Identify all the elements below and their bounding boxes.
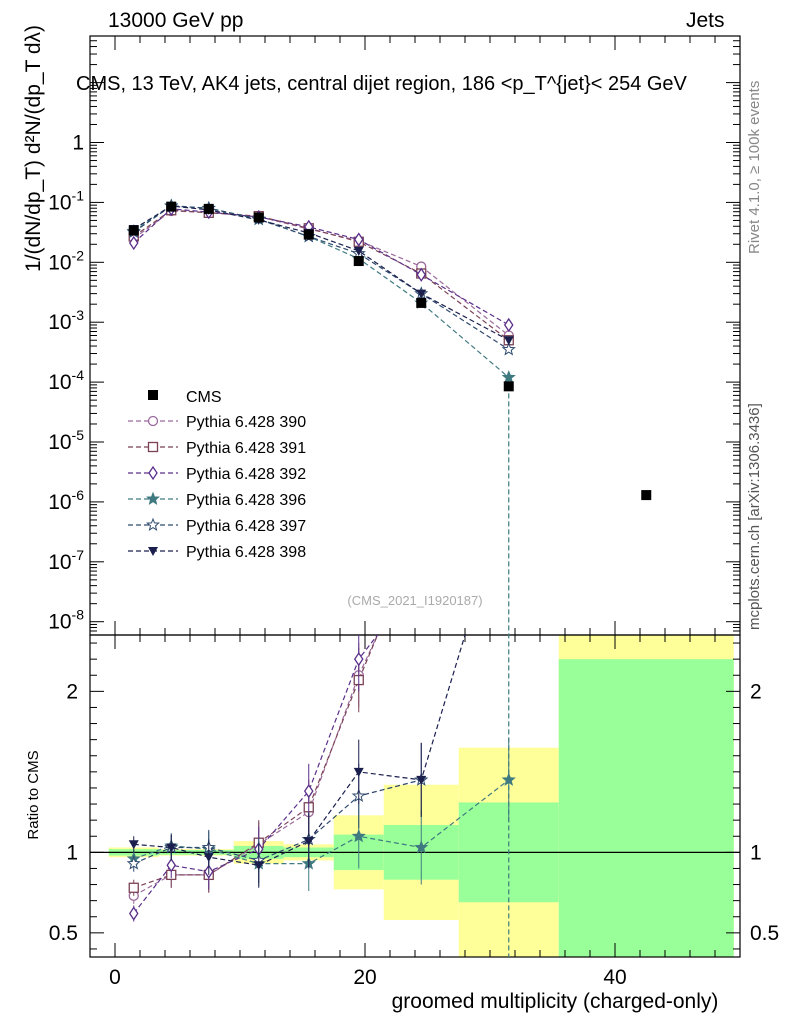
legend-marker bbox=[148, 465, 158, 481]
series-line bbox=[133, 209, 510, 341]
x-tick-label: 0 bbox=[109, 966, 121, 989]
ratio-marker bbox=[203, 853, 214, 863]
series-390 bbox=[128, 205, 514, 341]
cms-data-point bbox=[128, 225, 139, 236]
ratio-marker bbox=[501, 772, 516, 786]
legend-label: Pythia 6.428 396 bbox=[186, 492, 306, 509]
series-397 bbox=[126, 198, 516, 356]
ratio-marker bbox=[128, 840, 139, 850]
legend bbox=[128, 390, 178, 556]
plot-title: CMS, 13 TeV, AK4 jets, central dijet reg… bbox=[76, 73, 688, 95]
main-y-tick-label: 10-8 bbox=[48, 607, 84, 634]
series-marker bbox=[416, 289, 427, 299]
legend-marker bbox=[147, 441, 159, 453]
series-392 bbox=[128, 201, 514, 333]
ratio-y-tick-label-right: 0.5 bbox=[750, 922, 779, 945]
ratio-y-tick-label-right: 2 bbox=[750, 680, 762, 703]
legend-label: Pythia 6.428 398 bbox=[186, 544, 306, 561]
series-cms-data bbox=[128, 201, 652, 501]
main-y-tick-label: 10-7 bbox=[48, 547, 84, 574]
ratio-series-line bbox=[133, 635, 466, 866]
x-axis-label: groomed multiplicity (charged-only) bbox=[392, 990, 719, 1013]
ratio-marker bbox=[166, 858, 177, 873]
header-energy: 13000 GeV pp bbox=[108, 9, 244, 32]
series-marker bbox=[503, 336, 514, 346]
series-marker bbox=[128, 235, 139, 251]
main-y-tick-label: 10-2 bbox=[48, 247, 84, 274]
series-marker bbox=[416, 267, 427, 282]
series-398 bbox=[128, 202, 514, 346]
x-tick-label: 40 bbox=[603, 966, 626, 989]
ratio-y-tick-label-right: 1 bbox=[750, 841, 762, 864]
legend-marker bbox=[146, 517, 160, 532]
ratio-marker bbox=[416, 775, 427, 785]
legend-label: Pythia 6.428 392 bbox=[186, 466, 306, 483]
ratio-marker bbox=[128, 882, 139, 893]
series-396 bbox=[126, 198, 516, 384]
ratio-y-axis-label: Ratio to CMS bbox=[25, 750, 42, 839]
main-y-tick-label: 10-4 bbox=[48, 367, 84, 394]
legend-label: Pythia 6.428 391 bbox=[186, 440, 306, 457]
cms-data-point bbox=[353, 256, 364, 267]
x-tick-label: 20 bbox=[353, 966, 376, 989]
ratio-marker bbox=[253, 861, 264, 871]
legend-marker bbox=[147, 415, 159, 427]
ratio-y-ticks bbox=[90, 642, 740, 950]
cms-data-point bbox=[303, 229, 314, 240]
ratio-y-tick-label: 1 bbox=[66, 841, 78, 864]
ratio-marker bbox=[166, 843, 177, 853]
series-marker bbox=[501, 342, 516, 356]
x-ticks bbox=[114, 36, 716, 957]
ratio-marker bbox=[126, 856, 141, 870]
series-marker bbox=[353, 246, 364, 256]
main-y-ticks bbox=[90, 35, 740, 636]
ratio-marker bbox=[353, 767, 364, 777]
cms-data-point bbox=[416, 297, 427, 308]
analysis-watermark: (CMS_2021_I1920187) bbox=[347, 593, 482, 608]
cms-data-point bbox=[641, 490, 652, 501]
ratio-marker bbox=[351, 828, 366, 843]
main-y-tick-label: 10-5 bbox=[48, 427, 84, 454]
main-y-tick-label: 1 bbox=[72, 132, 84, 155]
main-y-tick-label: 10-6 bbox=[48, 487, 84, 514]
series-line bbox=[133, 205, 510, 341]
cms-data-point bbox=[203, 203, 214, 214]
ratio-marker bbox=[128, 906, 139, 921]
legend-label: Pythia 6.428 397 bbox=[186, 518, 306, 535]
series-line bbox=[133, 208, 510, 326]
legend-label-cms: CMS bbox=[186, 389, 222, 406]
ratio-marker bbox=[303, 837, 314, 847]
legend-marker bbox=[146, 491, 160, 506]
series-line bbox=[133, 205, 510, 351]
main-y-axis-label: 1/(dN/dp_T) d²N/(dp_T dλ) bbox=[22, 25, 45, 272]
ratio-marker bbox=[303, 783, 314, 799]
ratio-y-tick-label: 2 bbox=[66, 680, 78, 703]
main-y-tick-label: 10-1 bbox=[48, 187, 84, 214]
series-391 bbox=[128, 205, 514, 346]
ratio-marker bbox=[353, 651, 364, 667]
cms-data-point bbox=[503, 381, 514, 392]
legend-marker bbox=[148, 547, 158, 556]
ratio-band-inner bbox=[558, 659, 734, 957]
series-marker bbox=[353, 232, 364, 247]
ratio-marker bbox=[414, 840, 429, 854]
main-y-tick-label: 10-3 bbox=[48, 307, 84, 334]
cms-data-point bbox=[253, 212, 264, 223]
series-marker bbox=[503, 317, 514, 333]
ratio-series-line bbox=[133, 779, 510, 865]
header-category: Jets bbox=[686, 9, 725, 32]
ratio-series-398 bbox=[128, 635, 466, 888]
legend-label: Pythia 6.428 390 bbox=[186, 414, 306, 431]
cms-data-point bbox=[166, 201, 177, 212]
legend-marker-cms bbox=[148, 390, 158, 400]
ratio-y-tick-label: 0.5 bbox=[49, 922, 78, 945]
